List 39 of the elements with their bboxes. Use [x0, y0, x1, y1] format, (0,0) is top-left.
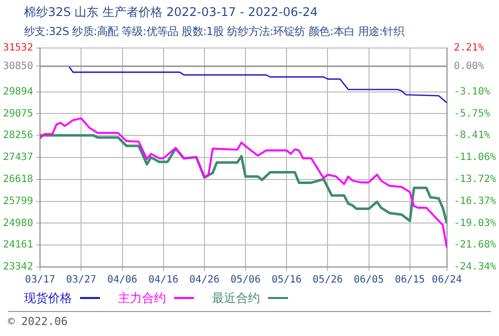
y2-tick-label: -11.06%: [454, 152, 496, 164]
y2-tick-label: -13.72%: [454, 174, 496, 185]
chart-title: 棉纱32S 山东 生产者价格 2022-03-17 - 2022-06-24: [23, 4, 319, 21]
y-tick-label: 26618: [2, 174, 34, 185]
y2-tick-label: -5.75%: [454, 108, 490, 120]
y-tick-label: 30850: [2, 60, 34, 72]
y-tick-label: 23342: [2, 262, 34, 273]
y-tick-label: 24161: [2, 240, 34, 251]
x-tick-label: 04/26: [189, 274, 220, 286]
y-tick-label: 24980: [2, 218, 34, 229]
x-tick-label: 06/05: [354, 274, 384, 286]
x-tick-label: 03/17: [25, 274, 56, 286]
y-tick-label: 31532: [2, 42, 34, 54]
x-tick-label: 04/16: [148, 274, 178, 286]
y-tick-label: 29075: [2, 108, 34, 120]
text: © 2022.06: [8, 315, 68, 328]
y2-tick-label: 0.00%: [454, 60, 484, 72]
x-tick-label: 05/16: [272, 274, 302, 286]
y-tick-label: 29894: [2, 86, 34, 98]
y-tick-label: 28256: [2, 130, 34, 142]
x-tick-label: 04/06: [107, 274, 138, 286]
y2-tick-label: -19.03%: [454, 218, 496, 229]
x-tick-label: 03/27: [66, 274, 96, 286]
chart-subtitle: 纱支:32S 纱质:高配 等级:优等品 股数:1股 纺纱方法:环锭纺 颜色:本白 用途:针织: [23, 24, 406, 39]
y2-tick-label: -16.37%: [454, 196, 496, 207]
y2-tick-label: -3.10%: [454, 86, 490, 98]
y-tick-label: 25799: [2, 196, 34, 207]
x-tick-label: 06/24: [432, 274, 462, 286]
y-tick-label: 27437: [2, 152, 34, 164]
x-tick-label: 06/15: [394, 274, 425, 286]
legend-label: 现货价格: [24, 290, 72, 306]
y2-tick-label: -24.34%: [454, 262, 496, 273]
y2-tick-label: 2.21%: [454, 42, 484, 54]
legend-label: 最近合约: [212, 290, 260, 306]
legend-label: 主力合约: [118, 290, 166, 306]
x-tick-label: 05/26: [312, 274, 343, 286]
y2-tick-label: -21.68%: [454, 240, 496, 251]
y2-tick-label: -8.41%: [454, 130, 490, 142]
x-tick-label: 05/06: [230, 274, 261, 286]
